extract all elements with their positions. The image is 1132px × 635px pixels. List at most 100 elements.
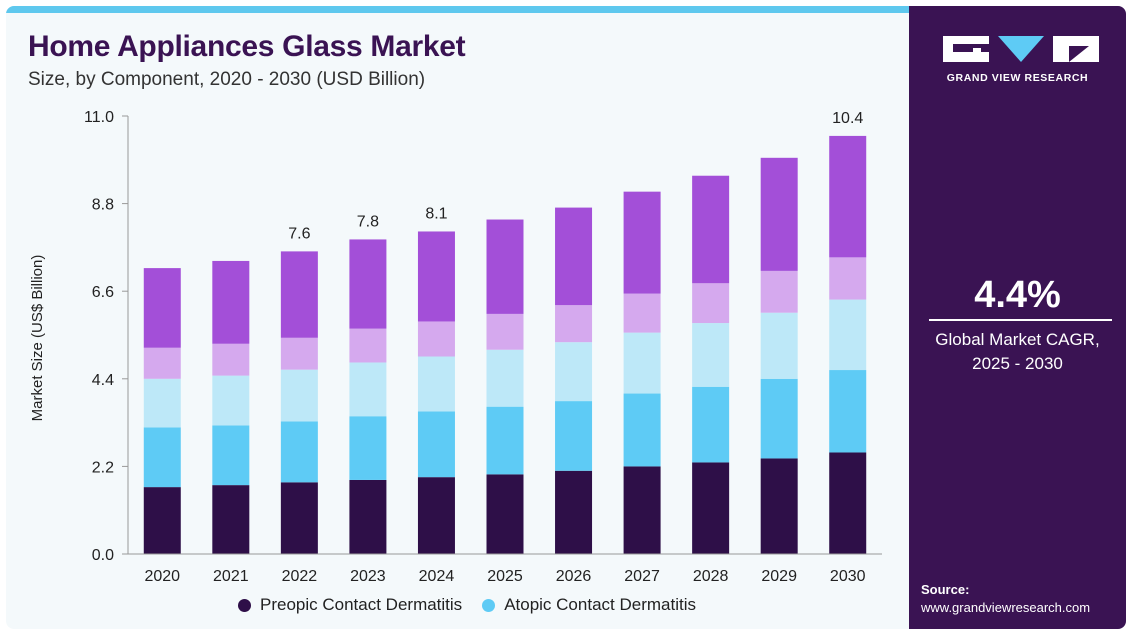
y-tick-label: 6.6	[92, 284, 114, 301]
bar-segment	[417, 356, 455, 412]
cagr-value: 4.4%	[974, 274, 1061, 316]
bar-segment	[692, 462, 730, 554]
cagr-label-line1: Global Market CAGR,	[935, 330, 1100, 349]
bar-segment	[760, 378, 798, 459]
x-tick-label: 2021	[213, 568, 249, 585]
cagr-label: Global Market CAGR, 2025 - 2030	[909, 328, 1126, 376]
bar-segment	[349, 239, 387, 329]
bar-segment	[486, 349, 524, 407]
legend-swatch-preopic	[238, 598, 251, 612]
bar-segment	[417, 321, 455, 357]
x-tick-label: 2026	[556, 568, 592, 585]
bar-segment	[692, 386, 730, 463]
report-card: Home Appliances Glass Market Size, by Co…	[6, 6, 1126, 629]
legend-label-preopic: Preopic Contact Dermatitis	[260, 595, 463, 614]
bar-segment	[143, 378, 181, 428]
legend: Preopic Contact Dermatitis Atopic Contac…	[238, 595, 716, 615]
data-labels: 7.6 7.8 8.1 10.4	[288, 110, 863, 242]
legend-item-atopic: Atopic Contact Dermatitis	[482, 595, 696, 615]
bar-segment	[212, 343, 250, 376]
bar-segment	[692, 323, 730, 387]
legend-item-preopic: Preopic Contact Dermatitis	[238, 595, 462, 615]
x-tick-label: 2024	[419, 568, 455, 585]
bar-segment	[555, 470, 593, 554]
x-tick-label: 2029	[761, 568, 797, 585]
chart-title: Home Appliances Glass Market	[28, 30, 466, 63]
bar-segment	[692, 283, 730, 324]
bar-segment	[692, 175, 730, 284]
y-tick-label: 0.0	[92, 547, 114, 564]
bar-segment	[349, 362, 387, 417]
bar-segment	[280, 421, 318, 483]
y-axis: 0.0 2.2 4.4 6.6 8.8 11.0	[84, 109, 128, 564]
bar-segment	[760, 458, 798, 554]
y-axis-label: Market Size (US$ Billion)	[29, 255, 46, 422]
sidebar: GRAND VIEW RESEARCH 4.4% Global Market C…	[909, 6, 1126, 629]
bar-segment	[623, 293, 661, 333]
accent-bar	[6, 6, 909, 13]
bar-segment	[212, 260, 250, 344]
bar-segment	[349, 328, 387, 363]
bar-segment	[486, 219, 524, 314]
bar-segment	[760, 270, 798, 313]
legend-swatch-atopic	[482, 598, 496, 612]
bar-segment	[555, 342, 593, 402]
bar-segment	[829, 370, 867, 453]
y-tick-label: 4.4	[92, 372, 114, 389]
bar-segment	[623, 332, 661, 394]
bar-segment	[212, 425, 250, 486]
bar-segment	[417, 231, 455, 322]
bar-segment	[349, 416, 387, 480]
bar-segment	[829, 257, 867, 300]
bar-segment	[280, 482, 318, 554]
x-tick-label: 2022	[282, 568, 318, 585]
data-label: 8.1	[425, 205, 447, 222]
data-label: 7.8	[357, 213, 379, 230]
x-tick-label: 2030	[830, 568, 866, 585]
stacked-bar-chart: 0.0 2.2 4.4 6.6 8.8 11.0 2020 2021 2022 2023 2024…	[29, 109, 882, 585]
divider	[929, 319, 1112, 321]
bar-segment	[349, 479, 387, 554]
bar-segment	[760, 312, 798, 379]
source-label: Source:	[921, 582, 970, 597]
bar-segment	[555, 305, 593, 343]
bar-segment	[486, 474, 524, 554]
bar-segment	[280, 337, 318, 370]
x-tick-label: 2023	[350, 568, 386, 585]
bar-segment	[143, 347, 181, 379]
bar-segment	[280, 251, 318, 338]
bar-segment	[829, 135, 867, 258]
y-tick-label: 2.2	[92, 459, 114, 476]
bar-segment	[212, 375, 250, 426]
bar-segment	[212, 485, 250, 554]
bar-segment	[417, 411, 455, 478]
bar-segment	[417, 477, 455, 554]
bar-segment	[143, 487, 181, 554]
bar-segment	[280, 369, 318, 422]
x-tick-label: 2027	[624, 568, 660, 585]
y-tick-label: 8.8	[92, 197, 114, 214]
x-tick-label: 2025	[487, 568, 523, 585]
bar-segment	[760, 157, 798, 271]
bar-segment	[623, 466, 661, 554]
bar-segment	[555, 207, 593, 306]
bar-segment	[143, 268, 181, 348]
x-tick-label: 2020	[144, 568, 180, 585]
bar-segment	[829, 299, 867, 371]
chart-subtitle: Size, by Component, 2020 - 2030 (USD Bil…	[28, 69, 426, 90]
data-label: 7.6	[288, 225, 310, 242]
grand-view-research-logo	[943, 36, 1099, 62]
x-axis: 2020 2021 2022 2023 2024 2025 2026 2027 2028 2029…	[144, 568, 865, 585]
x-tick-label: 2028	[693, 568, 729, 585]
data-label: 10.4	[832, 110, 863, 127]
bar-segment	[555, 401, 593, 471]
source-url: www.grandviewresearch.com	[921, 600, 1091, 615]
legend-label-atopic: Atopic Contact Dermatitis	[504, 595, 696, 614]
bars	[143, 135, 867, 554]
bar-segment	[143, 427, 181, 488]
bar-segment	[623, 393, 661, 467]
bar-segment	[486, 313, 524, 350]
brand-name: GRAND VIEW RESEARCH	[946, 72, 1089, 84]
y-tick-label: 11.0	[84, 109, 114, 126]
bar-segment	[829, 452, 867, 554]
